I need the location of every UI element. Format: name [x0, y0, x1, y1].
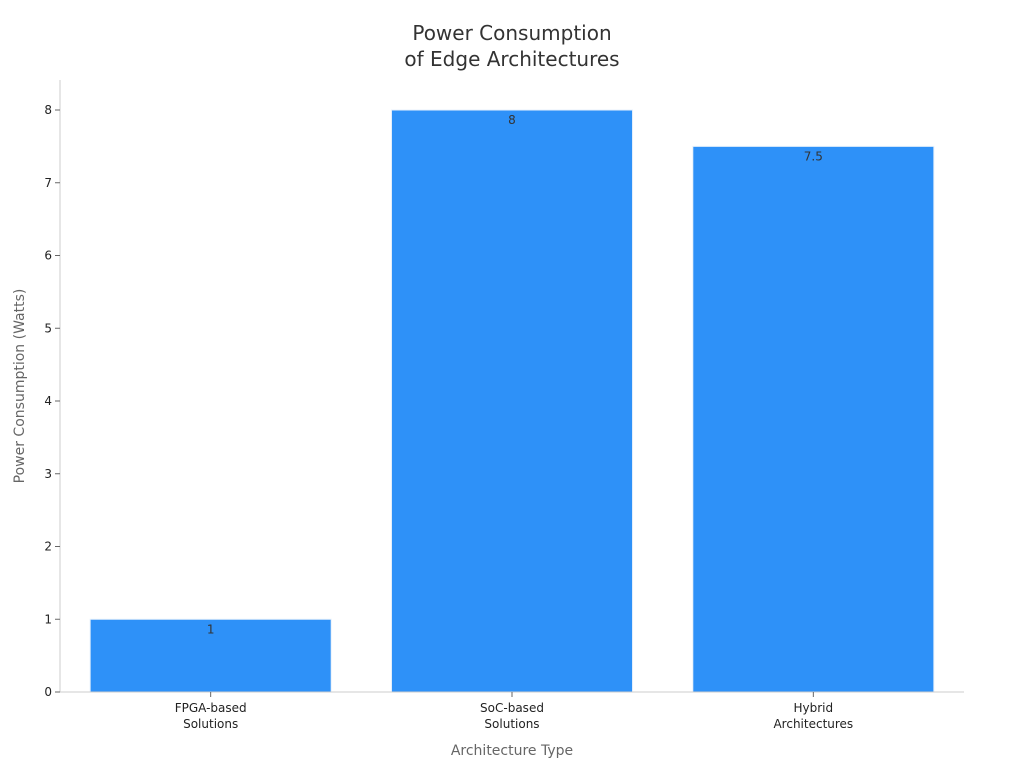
y-tick-label-3: 3	[44, 467, 52, 481]
y-tick-label-0: 0	[44, 685, 52, 699]
data-label-0: 1	[207, 622, 215, 636]
x-tick-label-2-1: Architectures	[773, 717, 853, 731]
y-ticks-group: 0 1 2 3 4 5 6 7 8	[44, 103, 60, 699]
bars-group	[89, 109, 935, 693]
chart-title-line-1: Power Consumption	[412, 21, 611, 45]
x-tick-label-1-1: Solutions	[484, 717, 539, 731]
y-tick-label-1: 1	[44, 612, 52, 626]
y-axis-title: Power Consumption (Watts)	[12, 289, 28, 484]
y-tick-label-8: 8	[44, 103, 52, 117]
bar-2	[692, 145, 935, 693]
x-tick-label-0-0: FPGA-based	[175, 701, 247, 715]
x-tick-label-2-0: Hybrid	[794, 701, 834, 715]
x-tick-label-1-0: SoC-based	[480, 701, 544, 715]
y-tick-label-2: 2	[44, 540, 52, 554]
bar-1	[390, 109, 634, 693]
y-tick-label-7: 7	[44, 176, 52, 190]
data-labels-group: 187.5	[207, 113, 823, 636]
data-label-1: 8	[508, 113, 516, 127]
x-axis-title: Architecture Type	[451, 743, 573, 759]
data-label-2: 7.5	[804, 149, 823, 163]
x-tick-label-0-1: Solutions	[183, 717, 238, 731]
chart-title-line-2: of Edge Architectures	[404, 47, 619, 71]
x-ticks-group: FPGA-based Solutions SoC-based Solutions Hyb…	[175, 692, 853, 731]
bar-0	[89, 618, 332, 693]
y-tick-label-4: 4	[44, 394, 52, 408]
y-tick-label-6: 6	[44, 249, 52, 263]
y-tick-label-5: 5	[44, 321, 52, 335]
